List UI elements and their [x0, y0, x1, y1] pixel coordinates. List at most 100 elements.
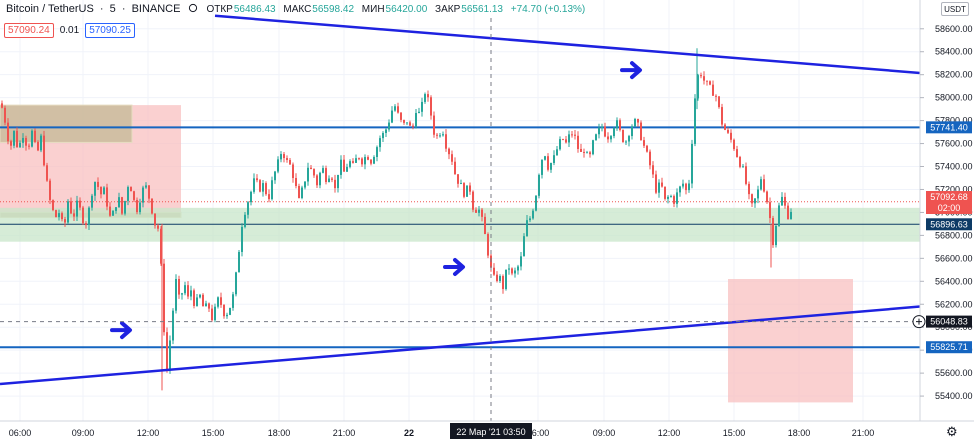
candle-211 [634, 117, 636, 128]
candle-201 [604, 122, 606, 138]
candle-79 [238, 249, 240, 273]
candle-58 [175, 274, 177, 314]
candle-89 [268, 189, 270, 203]
candle-50 [151, 198, 153, 215]
candle-10 [31, 129, 33, 148]
arrow-annotations [110, 61, 642, 340]
candle-147 [442, 131, 444, 137]
candle-174 [523, 233, 525, 257]
candle-105 [316, 174, 318, 188]
candle-41 [124, 200, 126, 216]
candle-119 [358, 157, 360, 161]
candle-214 [643, 136, 645, 149]
candle-127 [382, 131, 384, 142]
candle-21 [64, 216, 66, 227]
candle-36 [109, 202, 111, 217]
price-tick-11: 56400.00 [935, 276, 973, 286]
time-tick-8: 06:00 [527, 428, 550, 438]
candle-51 [154, 213, 156, 229]
candle-222 [667, 195, 669, 204]
price-tick-15: 55600.00 [935, 368, 973, 378]
time-crosshair-label: 22 Мар '21 03:50 [456, 427, 525, 437]
low-key: МИН [361, 3, 385, 15]
gear-icon[interactable]: ⚙ [946, 424, 958, 439]
candle-146 [439, 133, 441, 138]
candle-104 [313, 168, 315, 178]
candle-31 [94, 181, 96, 201]
time-tick-2: 12:00 [137, 428, 160, 438]
candle-74 [223, 304, 225, 319]
candle-136 [409, 120, 411, 126]
candle-22 [67, 199, 69, 224]
currency-button[interactable]: USDT [941, 2, 969, 16]
candle-165 [496, 271, 498, 283]
candle-98 [295, 173, 297, 189]
candle-200 [601, 123, 603, 132]
price-tick-10: 56600.00 [935, 253, 973, 263]
price-label-2: 02:00 [938, 203, 961, 213]
candle-173 [520, 252, 522, 271]
buy-price-button[interactable]: 57090.25 [85, 23, 135, 38]
close-key: ЗАКР [435, 3, 461, 15]
candle-39 [118, 192, 120, 208]
candle-88 [265, 181, 267, 196]
candle-101 [304, 181, 306, 190]
candle-178 [535, 194, 537, 212]
candle-135 [406, 122, 408, 126]
candle-176 [529, 216, 531, 223]
candle-37 [112, 210, 114, 216]
visibility-toggle-icon[interactable] [188, 3, 198, 16]
candle-237 [712, 80, 714, 96]
candle-254 [763, 174, 765, 193]
candle-238 [715, 94, 717, 102]
candle-110 [331, 176, 333, 183]
candle-255 [766, 190, 768, 204]
candle-231 [694, 94, 696, 147]
candle-226 [679, 185, 681, 197]
candle-160 [481, 208, 483, 222]
candle-161 [484, 213, 486, 235]
candle-60 [181, 292, 183, 300]
candle-170 [511, 267, 513, 276]
candle-61 [184, 281, 186, 296]
ohlc-values: ОТКР56486.43 МАКС56598.42 МИН56420.00 ЗА… [206, 4, 590, 15]
candle-5 [16, 127, 18, 148]
candle-194 [583, 148, 585, 158]
candle-154 [463, 182, 465, 199]
legend-header: Bitcoin / TetherUS · 5 · BINANCE ОТКР564… [0, 0, 890, 18]
candle-106 [319, 171, 321, 189]
candle-184 [553, 150, 555, 166]
candle-162 [487, 232, 489, 259]
candle-177 [532, 208, 534, 220]
candle-134 [403, 119, 405, 125]
candle-233 [700, 72, 702, 79]
candle-108 [325, 165, 327, 185]
candle-209 [628, 134, 630, 147]
candle-81 [244, 212, 246, 229]
candle-151 [454, 157, 456, 175]
candle-175 [526, 215, 528, 237]
candle-0 [1, 100, 3, 109]
candle-207 [622, 129, 624, 143]
price-tick-4: 57800.00 [935, 116, 973, 126]
candle-43 [130, 186, 132, 192]
candle-126 [379, 135, 381, 152]
candle-28 [85, 221, 87, 229]
candle-103 [310, 164, 312, 170]
candle-216 [649, 149, 651, 170]
candle-263 [790, 208, 792, 220]
time-axis[interactable]: 06:0009:0012:0015:0018:0021:002203:0006:… [0, 420, 974, 441]
candle-18 [55, 209, 57, 218]
sell-price-button[interactable]: 57090.24 [4, 23, 54, 38]
time-tick-13: 21:00 [852, 428, 875, 438]
candle-193 [580, 143, 582, 152]
candle-132 [397, 102, 399, 114]
symbol-title[interactable]: Bitcoin / TetherUS · 5 · BINANCE [6, 3, 181, 15]
time-tick-9: 09:00 [593, 428, 616, 438]
candle-100 [301, 185, 303, 200]
candle-164 [493, 263, 495, 276]
candle-220 [661, 177, 663, 188]
trendlines[interactable] [0, 14, 921, 386]
